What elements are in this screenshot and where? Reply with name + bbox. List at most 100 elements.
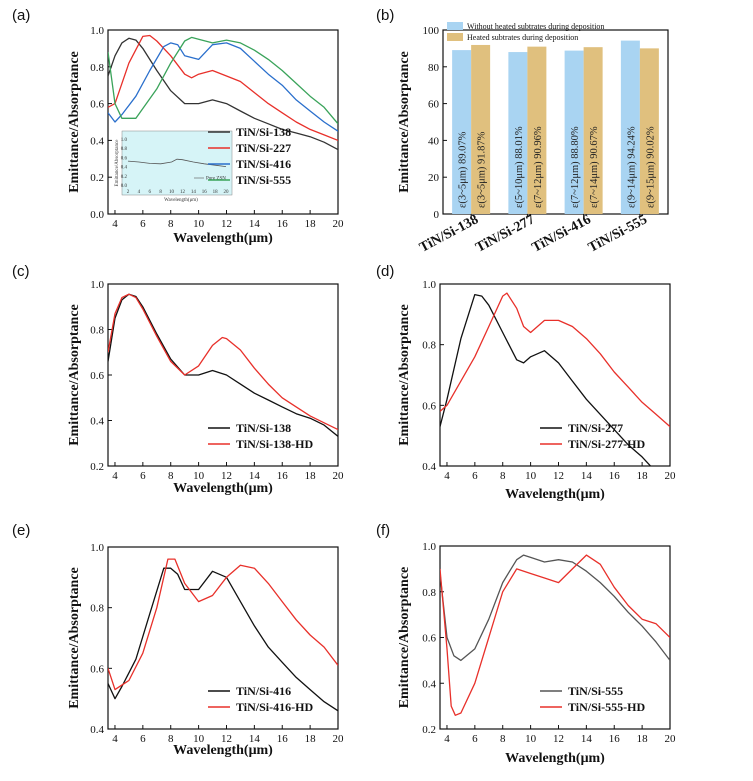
- x-tick-label: 16: [609, 733, 621, 745]
- legend-label: TiN/Si-138-HD: [236, 437, 313, 451]
- panel-label: (f): [376, 522, 390, 539]
- x-tick-label: 12: [221, 218, 232, 230]
- y-tick-label: 0.0: [90, 209, 104, 221]
- x-tick-label: 16: [277, 218, 289, 230]
- y-tick-label: 100: [423, 25, 440, 37]
- x-tick-label: 4: [444, 733, 450, 745]
- legend-label: TiN/Si-277-HD: [568, 437, 645, 451]
- bar: [620, 40, 640, 214]
- x-tick-label: 8: [500, 733, 506, 745]
- y-tick-label: 0.6: [422, 400, 436, 412]
- series-line: [108, 42, 338, 132]
- x-tick-label: 14: [249, 218, 261, 230]
- x-tick-label: 18: [305, 733, 317, 745]
- y-axis-label: Emittance/Absorptance: [397, 567, 412, 709]
- y-axis-label: Emittance/Absorptance: [397, 51, 412, 193]
- y-tick-label: 0.2: [422, 724, 436, 736]
- x-tick-label: 16: [609, 470, 621, 482]
- x-tick-label: 12: [221, 470, 232, 482]
- category-label: TiN/Si-416: [530, 212, 594, 255]
- series-line: [108, 567, 338, 712]
- x-tick-label: 20: [665, 733, 677, 745]
- x-tick-label: 8: [500, 470, 506, 482]
- y-axis-label: Emittance/Absorptance: [67, 51, 82, 193]
- x-tick-label: 4: [112, 733, 118, 745]
- y-tick-label: 0.4: [422, 461, 436, 473]
- x-tick-label: 4: [444, 470, 450, 482]
- y-tick-label: 0.8: [90, 62, 104, 74]
- legend-label: TiN/Si-555: [236, 173, 291, 187]
- x-tick-label: 10: [193, 470, 205, 482]
- inset-y-tick-label: 0.2: [121, 175, 128, 180]
- inset-x-tick-label: 8: [159, 190, 162, 195]
- series-line: [440, 292, 670, 428]
- panel-d: (d) 0.4 0.6 0.8 1.0 4 6 8 10 12 14 16 18 20 Emittance/…: [376, 263, 676, 502]
- bar-value-label: ε(7~12μm) 90.96%: [533, 126, 544, 208]
- inset-x-tick-label: 18: [213, 190, 219, 195]
- y-tick-label: 0.8: [422, 587, 436, 599]
- bar-value-label: ε(3~5μm) 89.07%: [458, 131, 469, 208]
- plot-frame: [107, 546, 339, 730]
- y-tick-label: 20: [428, 172, 440, 184]
- y-tick-label: 0.4: [90, 724, 104, 736]
- x-tick-label: 10: [193, 733, 205, 745]
- legend-label: Heated subtrates during deposition: [467, 33, 578, 42]
- series-line: [440, 293, 670, 466]
- inset-x-axis-label: Wavelength(μm): [164, 198, 198, 203]
- y-tick-label: 1.0: [90, 25, 104, 37]
- legend-label: TiN/Si-416: [236, 684, 291, 698]
- x-tick-label: 8: [168, 733, 174, 745]
- bar: [508, 52, 528, 214]
- y-tick-label: 80: [428, 62, 440, 74]
- legend-label: TiN/Si-416-HD: [236, 700, 313, 714]
- panel-c: (c) 0.2 0.4 0.6 0.8 1.0 4 6 8 10 12 14 16 18 20 Emittan…: [12, 263, 344, 496]
- legend-label: TiN/Si-277: [568, 421, 623, 435]
- x-tick-label: 20: [333, 733, 345, 745]
- x-axis-label: Wavelength(μm): [173, 231, 273, 246]
- y-tick-label: 0.4: [422, 678, 436, 690]
- bar-value-label: ε(7~14μm) 90.67%: [589, 126, 600, 208]
- x-axis-label: Wavelength(μm): [173, 481, 273, 496]
- inset-y-tick-label: 0.6: [121, 156, 128, 161]
- inset-x-tick-label: 12: [180, 190, 186, 195]
- x-tick-label: 4: [112, 218, 118, 230]
- inset-x-tick-label: 4: [138, 190, 141, 195]
- x-tick-label: 6: [140, 733, 146, 745]
- series-line: [108, 34, 338, 142]
- bar: [564, 50, 584, 214]
- legend-swatch: [447, 33, 463, 41]
- bar-value-label: ε(9~15μm) 90.02%: [645, 126, 656, 208]
- series-line: [440, 554, 670, 662]
- inset-background: [121, 130, 233, 196]
- y-tick-label: 0.8: [90, 603, 104, 615]
- x-axis-label: Wavelength(μm): [173, 743, 273, 758]
- panel-label: (a): [12, 7, 30, 24]
- y-tick-label: 1.0: [90, 542, 104, 554]
- series-line: [108, 37, 338, 151]
- inset-x-tick-label: 16: [202, 190, 208, 195]
- plot-frame: [107, 29, 339, 215]
- y-tick-label: 0: [434, 209, 440, 221]
- y-tick-label: 0.2: [90, 461, 104, 473]
- inset-series-line: [127, 158, 227, 167]
- legend-label: TiN/Si-416: [236, 157, 291, 171]
- inset-y-tick-label: 0.4: [121, 166, 128, 171]
- bar: [639, 48, 659, 214]
- x-tick-label: 4: [112, 470, 118, 482]
- inset-y-tick-label: 0.0: [121, 184, 128, 189]
- inset-x-tick-label: 20: [224, 190, 230, 195]
- legend-label: TiN/Si-138: [236, 125, 291, 139]
- legend-label: TiN/Si-138: [236, 421, 291, 435]
- y-tick-label: 0.6: [90, 370, 104, 382]
- x-tick-label: 8: [168, 218, 174, 230]
- panel-label: (c): [12, 263, 30, 280]
- legend-label: TiN/Si-555-HD: [568, 700, 645, 714]
- bar: [583, 47, 603, 214]
- y-tick-label: 0.6: [90, 99, 104, 111]
- x-tick-label: 6: [140, 218, 146, 230]
- category-label: TiN/Si-277: [473, 212, 537, 255]
- x-tick-label: 18: [305, 470, 317, 482]
- series-line: [440, 554, 670, 716]
- series-line: [108, 36, 338, 125]
